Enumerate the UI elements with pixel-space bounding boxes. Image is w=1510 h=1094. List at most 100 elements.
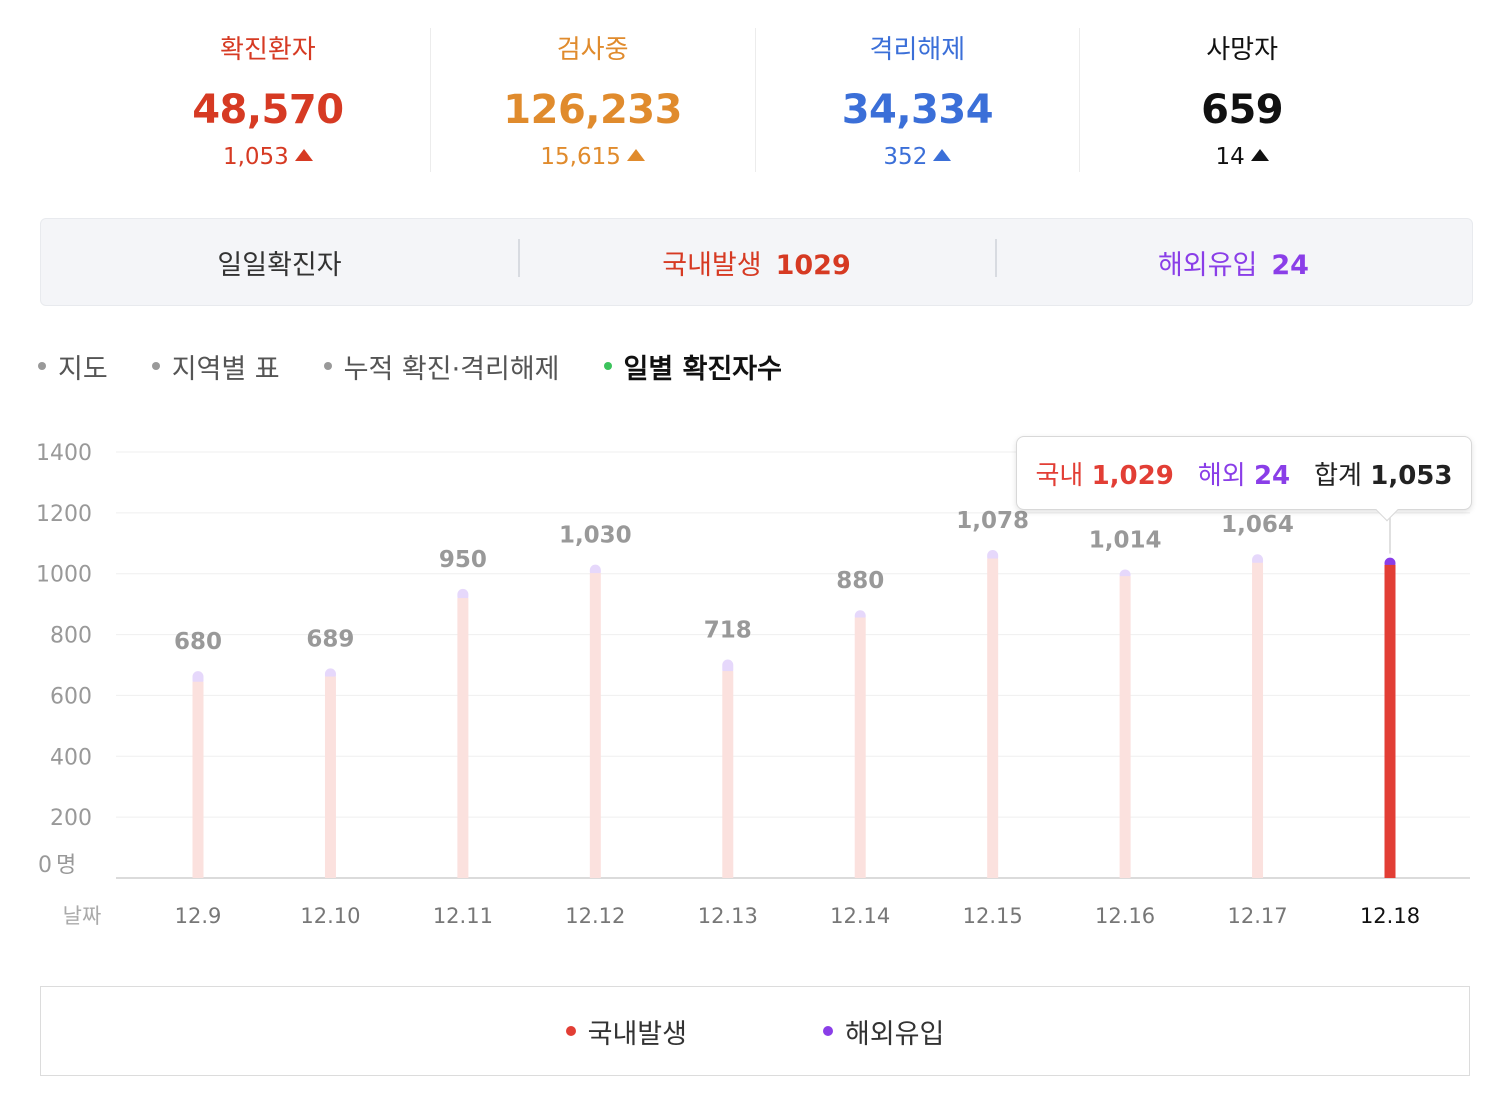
tab-label: 일별 확진자수 xyxy=(623,353,782,385)
stat-label: 검사중 xyxy=(556,35,629,65)
y-tick-label: 200 xyxy=(50,806,92,831)
y-tick-label: 1400 xyxy=(36,441,92,466)
tooltip-domestic-value: 1,029 xyxy=(1091,460,1174,491)
summary-stats: 확진환자 48,570 1,053 검사중 126,233 15,615 격리해… xyxy=(106,28,1404,172)
stat-label: 사망자 xyxy=(1206,35,1278,65)
daily-confirmed-chart: 0 200 400 600 800 1000 1200 1400 명날짜 680 12.9 689 12… xyxy=(36,441,1470,928)
chart-legend: 국내발생 해외유입 xyxy=(40,986,1470,1076)
tab-label: 지역별 표 xyxy=(171,353,280,385)
stat-delta-value: 352 xyxy=(883,144,928,170)
tooltip-overseas-value: 24 xyxy=(1253,460,1291,491)
bar-domestic xyxy=(854,617,866,878)
x-tick-label: 12.9 xyxy=(175,904,222,928)
y-tick-label: 0 xyxy=(38,853,52,878)
daily-domestic-label: 국내발생 xyxy=(662,249,762,281)
bar-value-label: 1,014 xyxy=(1089,527,1162,553)
up-triangle-icon xyxy=(626,149,645,161)
tab-cumulative[interactable]: 누적 확진·격리해제 xyxy=(323,347,560,386)
x-tick-label: 12.12 xyxy=(565,904,625,928)
stat-delta-value: 15,615 xyxy=(540,144,621,170)
legend-label: 국내발생 xyxy=(587,1018,687,1050)
x-tick-label: 12.14 xyxy=(830,904,890,928)
stat-released: 격리해제 34,334 352 xyxy=(756,28,1081,172)
tooltip-domestic: 국내 1,029 xyxy=(1035,455,1173,492)
daily-overseas-label: 해외유입 xyxy=(1158,249,1258,281)
bar-domestic xyxy=(1252,562,1264,878)
stat-value: 48,570 xyxy=(192,87,344,133)
tooltip-total-value: 1,053 xyxy=(1370,460,1453,491)
bar-value-label: 1,030 xyxy=(559,523,632,549)
daily-confirmed-box: 일일확진자 국내발생 1029 해외유입 24 xyxy=(40,218,1473,306)
tab-region-table[interactable]: 지역별 표 xyxy=(151,347,280,386)
legend-item-domestic[interactable]: 국내발생 xyxy=(565,1012,687,1051)
up-triangle-icon xyxy=(294,149,313,161)
tab-map[interactable]: 지도 xyxy=(38,347,108,386)
legend-dot-icon xyxy=(565,1026,576,1036)
tooltip-overseas: 해외 24 xyxy=(1198,455,1290,492)
bar-value-label: 689 xyxy=(306,626,354,652)
x-tick-label: 12.18 xyxy=(1360,904,1420,928)
view-tabs: 지도 지역별 표 누적 확진·격리해제 일별 확진자수 xyxy=(38,346,826,386)
tooltip-total: 합계 1,053 xyxy=(1314,455,1452,492)
stat-value: 34,334 xyxy=(841,87,994,133)
daily-overseas-value: 24 xyxy=(1271,249,1309,281)
bullet-dot-icon xyxy=(151,362,160,370)
bar-value-label: 718 xyxy=(704,618,752,644)
up-triangle-icon xyxy=(933,149,952,161)
bar-domestic xyxy=(457,598,469,878)
y-tick-label: 400 xyxy=(50,745,92,770)
y-tick-label: 1000 xyxy=(36,563,92,588)
stat-label: 격리해제 xyxy=(869,35,966,65)
tab-label: 누적 확진·격리해제 xyxy=(343,353,560,385)
bar-value-label: 950 xyxy=(439,547,487,573)
bar-domestic xyxy=(1119,576,1131,878)
x-tick-label: 12.13 xyxy=(698,904,758,928)
y-unit-label: 명 xyxy=(56,853,76,878)
stat-delta: 15,615 xyxy=(431,142,755,172)
bullet-dot-icon xyxy=(38,362,46,370)
y-tick-label: 1200 xyxy=(36,502,92,527)
legend-item-overseas[interactable]: 해외유입 xyxy=(823,1012,944,1051)
tab-label: 지도 xyxy=(58,353,108,385)
stat-delta-value: 14 xyxy=(1215,144,1245,170)
tooltip-domestic-label: 국내 xyxy=(1035,460,1084,491)
up-triangle-icon xyxy=(1250,149,1269,161)
stat-delta-value: 1,053 xyxy=(222,144,289,170)
daily-domestic-value: 1029 xyxy=(775,249,851,281)
tooltip-overseas-label: 해외 xyxy=(1197,460,1246,491)
tooltip-total-label: 합계 xyxy=(1314,460,1362,491)
stat-testing: 검사중 126,233 15,615 xyxy=(431,28,756,172)
bar-domestic xyxy=(324,676,336,878)
daily-title-label: 일일확진자 xyxy=(217,249,342,281)
bullet-dot-icon xyxy=(603,362,612,370)
x-tick-label: 12.11 xyxy=(433,904,493,928)
stat-value: 126,233 xyxy=(503,87,682,133)
daily-overseas: 해외유입 24 xyxy=(995,238,1472,282)
y-tick-label: 800 xyxy=(50,624,92,649)
tab-daily-confirmed[interactable]: 일별 확진자수 xyxy=(603,347,782,386)
stat-delta: 14 xyxy=(1080,142,1404,172)
x-tick-label: 12.15 xyxy=(963,904,1023,928)
bar-domestic xyxy=(589,573,601,878)
legend-label: 해외유입 xyxy=(845,1018,945,1050)
bar-domestic xyxy=(192,681,204,878)
x-tick-label: 12.17 xyxy=(1227,904,1287,928)
x-tick-label: 12.10 xyxy=(300,904,360,928)
daily-domestic: 국내발생 1029 xyxy=(518,238,995,282)
bar-domestic xyxy=(1384,564,1396,878)
legend-dot-icon xyxy=(823,1026,833,1036)
bar-value-label: 1,078 xyxy=(956,508,1029,534)
bar-value-label: 680 xyxy=(174,629,222,655)
stat-deaths: 사망자 659 14 xyxy=(1080,28,1404,172)
bar-domestic xyxy=(987,558,999,878)
daily-title: 일일확진자 xyxy=(41,243,518,282)
stat-label: 확진환자 xyxy=(220,35,316,65)
bar-value-label: 1,064 xyxy=(1221,512,1294,538)
stat-delta: 1,053 xyxy=(106,142,430,172)
bar-domestic xyxy=(722,671,734,878)
stat-delta: 352 xyxy=(756,142,1080,172)
stat-confirmed: 확진환자 48,570 1,053 xyxy=(106,28,431,172)
bar-value-label: 880 xyxy=(836,568,884,594)
bullet-dot-icon xyxy=(323,362,332,370)
x-tick-label: 12.16 xyxy=(1095,904,1155,928)
